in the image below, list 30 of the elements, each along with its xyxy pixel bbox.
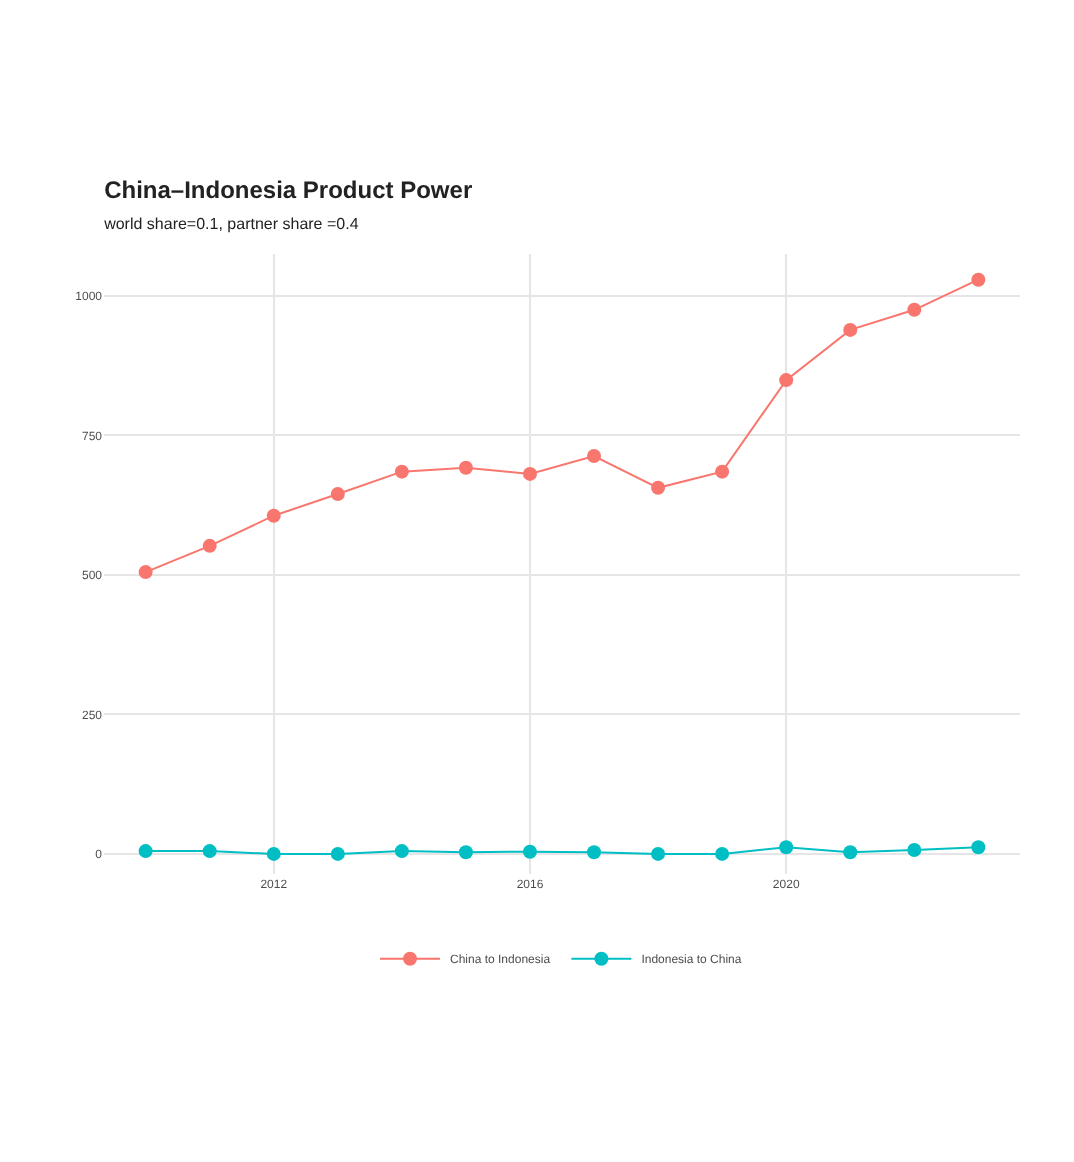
chart-title: China–Indonesia Product Power <box>104 175 473 204</box>
point <box>202 538 217 553</box>
point <box>266 846 281 861</box>
point <box>907 302 922 317</box>
point <box>715 846 730 861</box>
point <box>651 846 666 861</box>
point <box>394 844 409 859</box>
point <box>971 840 986 855</box>
point <box>330 486 345 501</box>
point <box>715 464 730 479</box>
point <box>587 845 602 860</box>
point <box>587 449 602 464</box>
point <box>522 844 537 859</box>
point <box>202 844 217 859</box>
point <box>138 844 153 859</box>
point <box>458 460 473 475</box>
point <box>522 466 537 481</box>
point <box>266 508 281 523</box>
point <box>651 480 666 495</box>
point <box>394 464 409 479</box>
point <box>843 322 858 337</box>
point <box>138 565 153 580</box>
chart-subtitle: world share=0.1, partner share =0.4 <box>102 214 360 233</box>
point <box>779 840 794 855</box>
point <box>330 846 345 861</box>
point <box>458 845 473 860</box>
point <box>779 373 794 388</box>
point <box>971 272 986 287</box>
point <box>843 845 858 860</box>
point <box>907 843 922 857</box>
